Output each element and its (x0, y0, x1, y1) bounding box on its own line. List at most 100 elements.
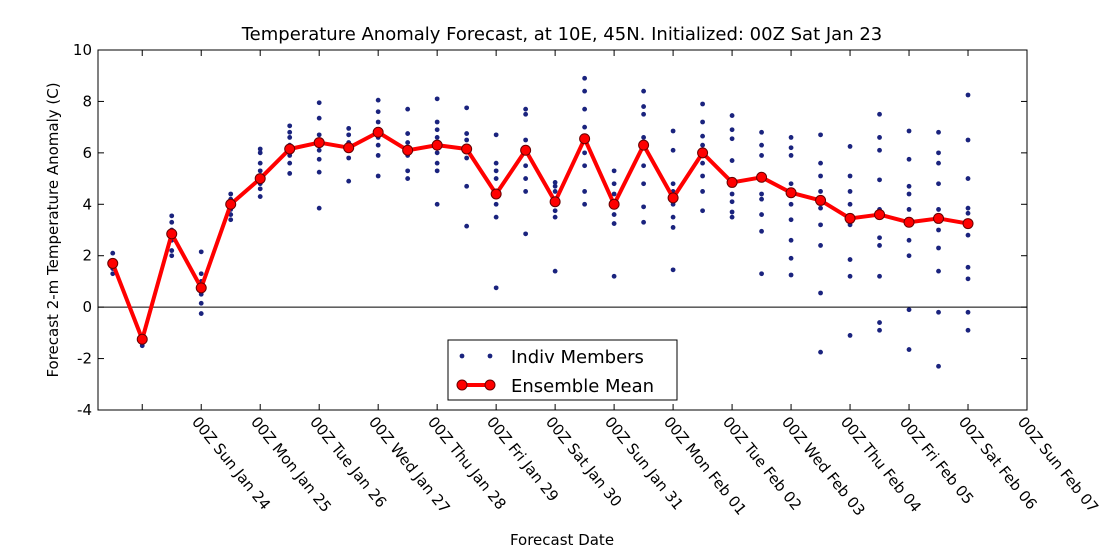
member-point (759, 196, 764, 202)
ensemble-mean-marker (667, 192, 679, 204)
member-point (877, 243, 882, 248)
ensemble-mean-marker (136, 333, 148, 345)
member-point (965, 137, 971, 143)
member-point (375, 142, 381, 148)
member-point (552, 208, 558, 214)
member-point (405, 176, 411, 181)
member-point (316, 156, 322, 162)
member-point (464, 183, 470, 189)
member-point (611, 181, 617, 187)
ensemble-mean-marker (549, 196, 561, 208)
ensemble-mean-marker (785, 187, 797, 199)
member-point (316, 100, 322, 106)
member-point (346, 132, 352, 138)
y-tick-label: 0 (82, 298, 92, 316)
member-point (670, 225, 676, 230)
member-point (198, 300, 204, 306)
member-point (198, 311, 204, 316)
member-point (729, 158, 735, 163)
member-point (198, 249, 204, 255)
y-tick-label: 10 (73, 41, 92, 59)
member-point (493, 285, 499, 291)
member-point (169, 213, 175, 219)
member-point (700, 208, 705, 214)
member-point (729, 209, 735, 215)
member-point (729, 199, 735, 205)
member-point (818, 189, 823, 194)
member-point (788, 181, 794, 187)
ensemble-mean-marker (815, 194, 827, 206)
member-point (965, 309, 971, 315)
member-point (936, 268, 941, 274)
member-point (198, 271, 204, 277)
member-point (965, 264, 971, 270)
member-point (493, 214, 499, 220)
member-point (936, 309, 941, 315)
ensemble-mean-marker (195, 282, 207, 294)
ensemble-mean-marker (844, 212, 856, 224)
member-point (582, 163, 588, 169)
legend-mean-marker (456, 379, 468, 391)
ensemble-mean-marker (431, 139, 443, 151)
member-point (847, 144, 853, 149)
member-point (847, 173, 853, 179)
member-point (818, 349, 823, 355)
ensemble-mean-marker (638, 139, 650, 151)
member-point (287, 135, 293, 140)
ensemble-mean-marker (962, 218, 974, 230)
y-tick-label: -4 (77, 401, 92, 419)
member-point (434, 168, 440, 174)
member-point (582, 75, 588, 81)
member-point (257, 168, 263, 174)
member-point (582, 189, 588, 194)
member-point (582, 88, 588, 94)
member-point (257, 150, 263, 156)
member-point (936, 129, 941, 135)
member-point (375, 109, 381, 115)
member-point (936, 227, 941, 233)
member-point (818, 132, 823, 138)
ensemble-mean-marker (461, 143, 473, 155)
member-point (641, 219, 647, 225)
member-point (434, 135, 440, 140)
member-point (110, 250, 116, 256)
member-point (788, 272, 794, 278)
y-axis-label: Forecast 2-m Temperature Anomaly (C) (44, 82, 62, 377)
member-point (464, 105, 470, 111)
member-point (493, 168, 499, 174)
member-point (611, 191, 617, 197)
member-point (552, 189, 558, 194)
member-point (493, 201, 499, 207)
member-point (316, 132, 322, 138)
member-point (316, 169, 322, 175)
member-point (700, 160, 705, 166)
member-point (228, 217, 234, 223)
member-point (818, 160, 823, 166)
ensemble-mean-marker (343, 142, 355, 154)
legend: Indiv Members Ensemble Mean (447, 339, 678, 401)
chart-title: Temperature Anomaly Forecast, at 10E, 45… (241, 24, 882, 45)
member-point (257, 194, 263, 199)
member-point (552, 183, 558, 189)
member-point (759, 129, 764, 135)
member-point (877, 327, 882, 333)
member-point (965, 276, 971, 282)
member-point (493, 176, 499, 181)
member-point (729, 113, 735, 118)
ensemble-mean-marker (313, 137, 325, 149)
legend-label-mean: Ensemble Mean (511, 376, 654, 397)
member-point (670, 214, 676, 220)
member-point (405, 131, 411, 136)
member-point (965, 232, 971, 238)
member-point (759, 142, 764, 148)
member-point (906, 207, 912, 212)
member-point (906, 237, 912, 243)
member-point (582, 106, 588, 112)
member-point (582, 124, 588, 130)
member-point (818, 222, 823, 228)
member-point (877, 235, 882, 241)
member-point (788, 201, 794, 207)
member-point (257, 160, 263, 166)
member-point (818, 243, 823, 248)
member-point (287, 129, 293, 135)
